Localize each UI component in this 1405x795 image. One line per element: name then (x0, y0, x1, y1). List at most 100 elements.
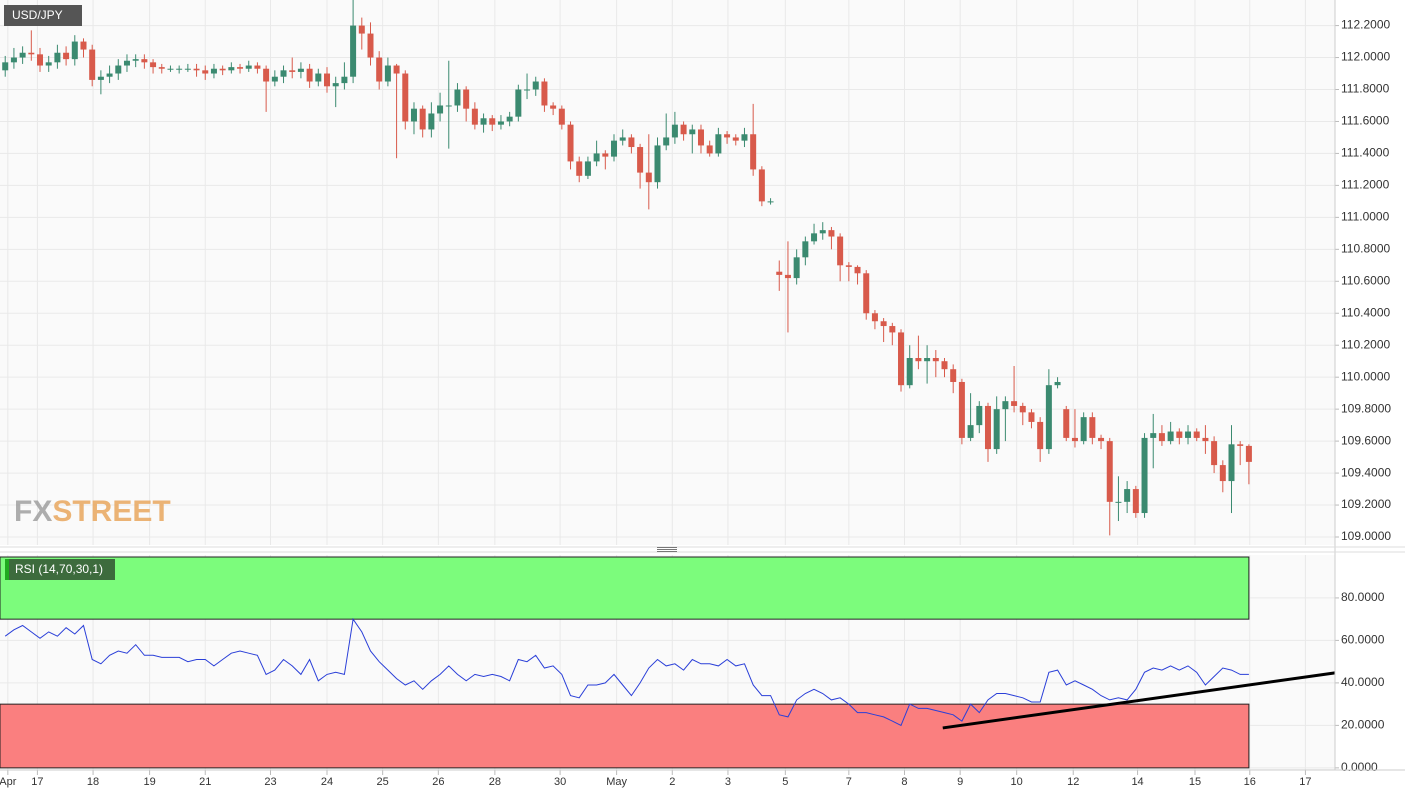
candle-body (515, 89, 522, 117)
candle-body (254, 65, 261, 69)
x-tick-label: 10 (1011, 776, 1023, 788)
y-tick-label: 110.0000 (1341, 369, 1390, 383)
candle-body (1098, 437, 1105, 442)
candle-body (576, 161, 583, 176)
candle-body (184, 68, 191, 70)
y-tick-label: 109.2000 (1341, 497, 1391, 511)
y-tick-label: 110.8000 (1341, 241, 1390, 255)
candle-body (463, 89, 470, 109)
x-tick-label: 8 (901, 776, 907, 788)
x-tick-label: 30 (554, 776, 566, 788)
x-tick-label: 28 (489, 776, 501, 788)
candle-body (63, 52, 70, 60)
candle-body (724, 134, 731, 138)
candle-body (611, 140, 618, 157)
x-tick-label: 19 (143, 776, 155, 788)
candle-body (1237, 444, 1244, 446)
candle-body (106, 73, 113, 77)
x-tick-label: 17 (31, 776, 43, 788)
x-tick-label: 2 (669, 776, 675, 788)
candle-body (193, 68, 200, 71)
candle-body (419, 108, 426, 130)
candle-body (828, 230, 835, 237)
x-tick-label: 25 (377, 776, 389, 788)
chart-title: USD/JPY (12, 8, 63, 22)
candle-body (324, 73, 331, 87)
candle-body (1167, 431, 1174, 442)
candle-body (532, 81, 539, 90)
y-tick-label: 109.0000 (1341, 529, 1391, 543)
rsi-label-box (5, 559, 115, 580)
candle-body (1132, 489, 1139, 514)
candle-body (567, 124, 574, 162)
x-tick-label: 15 (1189, 776, 1201, 788)
candle-body (628, 137, 635, 148)
candle-body (1002, 401, 1009, 410)
candle-body (332, 83, 339, 87)
candle-body (767, 201, 774, 203)
candle-body (367, 33, 374, 58)
x-tick-label: 17 (1299, 776, 1311, 788)
candle-body (428, 113, 435, 130)
candle-body (280, 70, 287, 77)
candle-body (602, 153, 609, 157)
watermark: FXSTREET (14, 495, 171, 528)
candle-body (341, 76, 348, 84)
candle-body (898, 332, 905, 386)
candle-body (863, 273, 870, 314)
y-tick-label: 112.0000 (1341, 50, 1390, 64)
x-tick-label: 26 (432, 776, 444, 788)
rsi-title: RSI (14,70,30,1) (15, 562, 103, 576)
y-tick-label: 60.0000 (1341, 633, 1385, 647)
candle-body (889, 326, 896, 333)
candle-body (758, 169, 765, 202)
candle-body (819, 230, 826, 234)
candle-body (1106, 441, 1113, 502)
candle-body (958, 381, 965, 438)
y-tick-label: 110.2000 (1341, 337, 1390, 351)
candle-body (550, 105, 557, 109)
candle-body (1054, 381, 1061, 386)
candle-body (315, 73, 322, 82)
candle-body (654, 145, 661, 183)
x-tick-label: 21 (199, 776, 211, 788)
candle-body (1211, 441, 1218, 466)
candle-body (410, 108, 417, 122)
x-tick-label: 24 (321, 776, 333, 788)
candle-body (384, 65, 391, 82)
candle-body (202, 70, 209, 74)
candle-body (1011, 401, 1018, 406)
candle-body (176, 68, 183, 70)
candle-body (1185, 431, 1192, 438)
candle-body (984, 405, 991, 450)
candle-body (1219, 465, 1226, 482)
candle-body (480, 118, 487, 125)
candle-body (1193, 431, 1200, 438)
y-tick-label: 111.6000 (1341, 114, 1390, 128)
candle-body (1115, 501, 1122, 503)
candle-body (80, 41, 87, 50)
candle-body (941, 361, 948, 370)
candle-body (123, 60, 130, 66)
candle-body (976, 405, 983, 426)
candle-body (584, 161, 591, 176)
candle-body (71, 41, 78, 60)
y-tick-label: 110.6000 (1341, 273, 1390, 287)
x-tick-label: 3 (725, 776, 731, 788)
candle-body (663, 137, 670, 146)
candle-body (2, 62, 9, 71)
candle-body (706, 145, 713, 154)
candle-body (28, 52, 35, 55)
candle-body (541, 81, 548, 106)
candle-body (489, 118, 496, 125)
candle-body (1071, 437, 1078, 442)
candle-body (10, 57, 17, 63)
candle-body (741, 134, 748, 141)
x-tick-label: 5 (782, 776, 788, 788)
candle-body (1228, 444, 1235, 482)
divider-handle[interactable] (657, 547, 677, 552)
candle-body (402, 73, 409, 122)
candle-body (645, 172, 652, 183)
candle-body (1045, 385, 1052, 450)
